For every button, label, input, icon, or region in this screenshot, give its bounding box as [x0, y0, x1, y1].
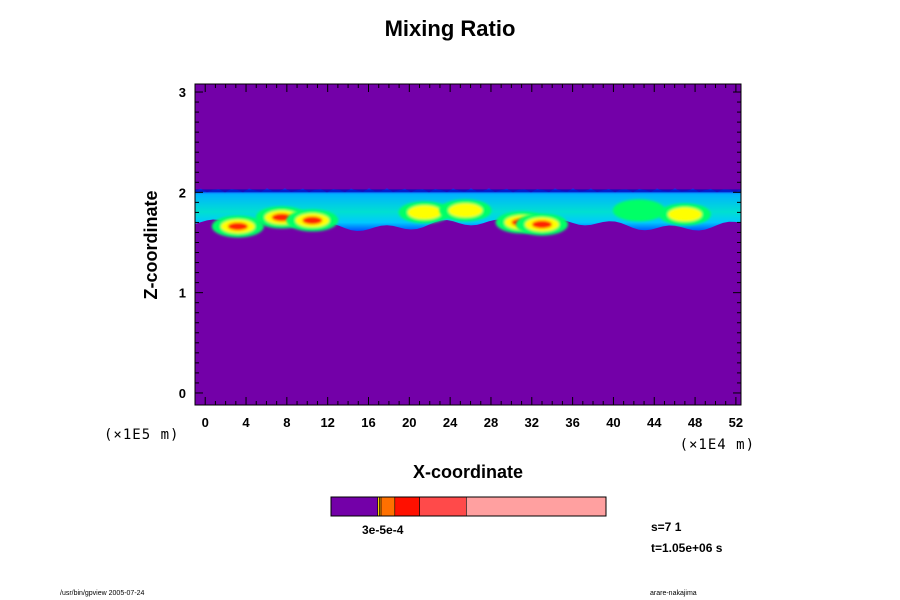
y-tick-label-3: 3 — [179, 85, 186, 100]
colorbar-segment-0 — [330, 496, 379, 517]
cloud-core-7-level-0 — [612, 199, 665, 222]
x-tick-label-9: 36 — [565, 415, 579, 430]
heatmap-background — [195, 84, 741, 405]
x-tick-label-5: 20 — [402, 415, 416, 430]
x-tick-label-10: 40 — [606, 415, 620, 430]
footer-left: /usr/bin/gpview 2005-07-24 — [60, 590, 145, 597]
x-tick-label-2: 8 — [283, 415, 290, 430]
x-tick-label-7: 28 — [484, 415, 498, 430]
x-tick-label-8: 32 — [525, 415, 539, 430]
cloud-layer-top-edge — [195, 189, 741, 193]
cloud-core-2-level-2 — [302, 216, 323, 225]
y-axis-title: Z-coordinate — [141, 190, 161, 299]
plot-frame — [194, 83, 742, 406]
x-tick-label-4: 16 — [361, 415, 375, 430]
colorbar-label: 3e-5e-4 — [362, 523, 404, 537]
cloud-core-7 — [612, 199, 665, 222]
chart-title: Mixing Ratio — [384, 16, 516, 41]
y-tick-label-2: 2 — [179, 185, 186, 200]
x-tick-label-13: 52 — [729, 415, 743, 430]
x-tick-label-6: 24 — [443, 415, 458, 430]
colorbar-frame — [330, 496, 607, 517]
x-tick-label-12: 48 — [688, 415, 702, 430]
x-tick-label-11: 44 — [647, 415, 662, 430]
cloud-core-6-level-2 — [531, 220, 552, 229]
x-axis-title: X-coordinate — [413, 462, 523, 482]
footer-right: arare-nakajima — [650, 590, 697, 597]
colorbar-segment-4 — [394, 496, 420, 517]
cloud-core-0 — [211, 215, 264, 238]
step-label: s=7 1 — [651, 520, 682, 534]
y-tick-label-1: 1 — [179, 286, 186, 301]
x-tick-label-0: 0 — [202, 415, 209, 430]
cloud-core-8-level-1 — [667, 207, 702, 222]
cloud-core-6 — [515, 213, 568, 236]
x-tick-label-1: 4 — [242, 415, 250, 430]
cloud-core-3-level-1 — [407, 205, 442, 220]
cloud-core-8 — [658, 203, 711, 226]
cloud-core-3 — [398, 201, 451, 224]
cloud-core-4-level-1 — [448, 203, 483, 218]
colorbar-segment-6 — [465, 496, 607, 517]
cloud-core-4 — [439, 199, 492, 222]
colorbar-segment-3 — [380, 496, 396, 517]
cloud-core-2 — [286, 209, 339, 232]
x-tick-label-3: 12 — [320, 415, 334, 430]
cloud-core-0-level-2 — [227, 222, 248, 231]
colorbar-segment-5 — [419, 496, 467, 517]
y-tick-label-0: 0 — [179, 386, 186, 401]
time-label: t=1.05e+06 s — [651, 541, 723, 555]
x-unit-label: (×1E4 m) — [680, 437, 755, 453]
y-unit-label: (×1E5 m) — [104, 427, 179, 443]
